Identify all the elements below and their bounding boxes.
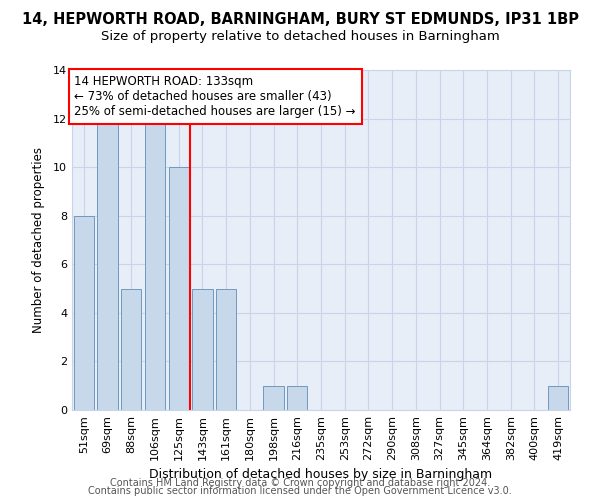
Bar <box>548 386 568 410</box>
Bar <box>74 216 94 410</box>
Text: 14, HEPWORTH ROAD, BARNINGHAM, BURY ST EDMUNDS, IP31 1BP: 14, HEPWORTH ROAD, BARNINGHAM, BURY ST E… <box>22 12 578 28</box>
Text: 14 HEPWORTH ROAD: 133sqm
← 73% of detached houses are smaller (43)
25% of semi-d: 14 HEPWORTH ROAD: 133sqm ← 73% of detach… <box>74 75 356 118</box>
Bar <box>145 118 165 410</box>
Text: Size of property relative to detached houses in Barningham: Size of property relative to detached ho… <box>101 30 499 43</box>
Bar <box>216 288 236 410</box>
Bar <box>193 288 212 410</box>
Bar <box>121 288 142 410</box>
Bar <box>169 167 189 410</box>
Bar <box>97 118 118 410</box>
Text: Contains HM Land Registry data © Crown copyright and database right 2024.: Contains HM Land Registry data © Crown c… <box>110 478 490 488</box>
Y-axis label: Number of detached properties: Number of detached properties <box>32 147 44 333</box>
Text: Contains public sector information licensed under the Open Government Licence v3: Contains public sector information licen… <box>88 486 512 496</box>
Bar <box>263 386 284 410</box>
X-axis label: Distribution of detached houses by size in Barningham: Distribution of detached houses by size … <box>149 468 493 481</box>
Bar <box>287 386 307 410</box>
